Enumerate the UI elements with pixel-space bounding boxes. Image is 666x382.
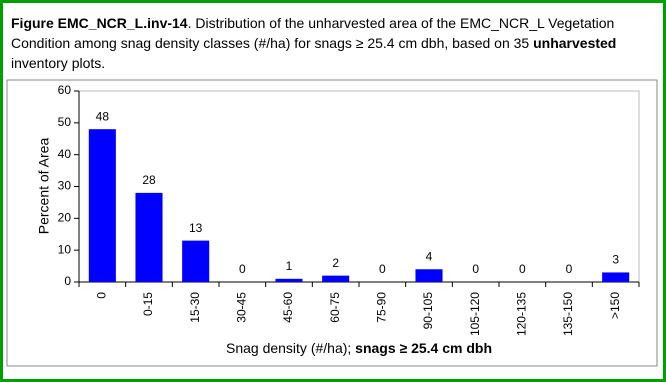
x-tick-label: 105-120 [468,292,482,336]
value-label: 0 [379,262,386,276]
bar [322,275,350,282]
x-tick-label: 0-15 [141,292,155,316]
value-label: 0 [472,262,479,276]
value-label: 0 [566,262,573,276]
value-label: 2 [332,256,339,270]
bar [88,129,116,282]
y-tick-label: 20 [58,211,72,225]
x-tick-label: 0 [95,292,109,299]
bar [415,269,443,282]
caption-part: . Distribution of the unharvested area o… [11,15,615,51]
value-label: 1 [286,259,293,273]
y-tick-label: 50 [58,115,72,129]
x-tick-label: 45-60 [281,292,295,323]
value-label: 48 [96,109,110,123]
bar [135,192,163,282]
chart-frame [6,79,658,367]
caption: Figure EMC_NCR_L.inv-14. Distribution of… [11,13,651,73]
value-label: 4 [426,249,433,263]
value-label: 28 [142,173,156,187]
caption-part: Figure EMC_NCR_L.inv-14 [11,15,188,31]
x-tick-label: >150 [608,292,622,319]
x-axis-title: Snag density (#/ha); snags ≥ 25.4 cm dbh [226,340,492,356]
x-tick-label: 90-105 [421,292,435,330]
y-tick-label: 10 [58,242,72,256]
x-tick-label: 30-45 [235,292,249,323]
y-tick-label: 0 [64,274,71,288]
value-label: 3 [612,253,619,267]
bar [275,278,303,282]
y-tick-label: 60 [58,83,72,97]
caption-part: inventory plots. [11,55,106,71]
y-tick-label: 30 [58,179,72,193]
y-axis-title: Percent of Area [36,138,52,235]
plot-frame [78,90,640,283]
value-label: 13 [189,221,203,235]
bar [602,272,630,282]
x-tick-label: 75-90 [375,292,389,323]
x-axis-title-part: Snag density (#/ha); [226,340,355,356]
value-label: 0 [519,262,526,276]
x-tick-label: 15-30 [188,292,202,323]
chart: Percent of Area Snag density (#/ha); sna… [6,79,658,367]
x-axis-title-part: snags ≥ 25.4 cm dbh [355,340,492,356]
x-tick-label: 135-150 [561,292,575,336]
value-label: 0 [239,262,246,276]
y-tick-label: 40 [58,147,72,161]
x-tick-label: 120-135 [515,292,529,336]
x-tick-label: 60-75 [328,292,342,323]
caption-part: unharvested [533,35,617,51]
bar [182,240,210,282]
